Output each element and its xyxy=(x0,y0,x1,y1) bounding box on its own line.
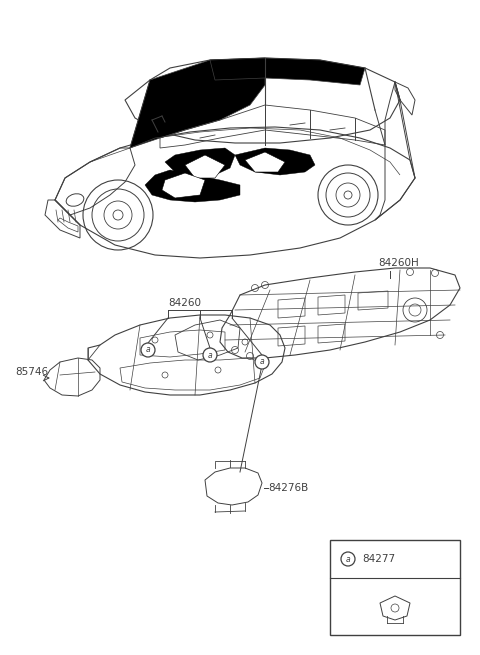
Polygon shape xyxy=(145,170,240,202)
Text: 85746: 85746 xyxy=(15,367,48,377)
Text: a: a xyxy=(146,345,150,354)
Polygon shape xyxy=(130,58,265,148)
Text: 84260: 84260 xyxy=(168,298,201,308)
Polygon shape xyxy=(165,148,235,178)
Text: a: a xyxy=(208,350,212,360)
Text: 84277: 84277 xyxy=(362,554,395,564)
Text: 84260H: 84260H xyxy=(378,258,419,268)
Polygon shape xyxy=(185,155,225,178)
Polygon shape xyxy=(210,58,365,85)
Bar xyxy=(330,540,460,635)
Text: a: a xyxy=(260,358,264,367)
Circle shape xyxy=(141,343,155,357)
Text: 84276B: 84276B xyxy=(268,483,308,493)
Circle shape xyxy=(203,348,217,362)
Circle shape xyxy=(341,552,355,566)
Polygon shape xyxy=(235,148,315,175)
Polygon shape xyxy=(162,173,205,198)
Polygon shape xyxy=(245,152,285,172)
Circle shape xyxy=(255,355,269,369)
Text: a: a xyxy=(346,555,350,563)
